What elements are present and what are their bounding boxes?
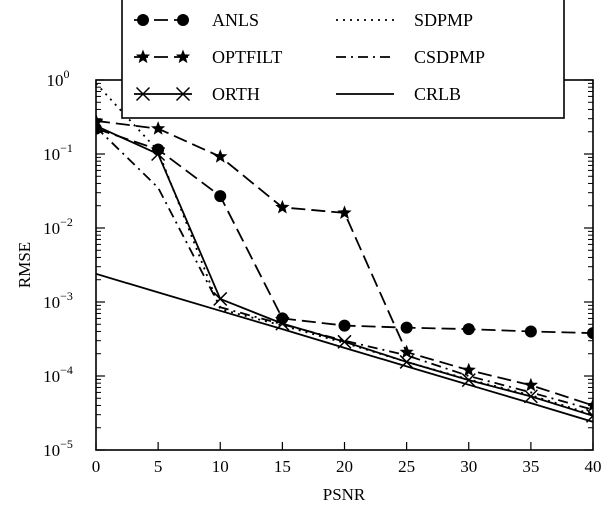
y-axis-label: RMSE <box>15 242 34 288</box>
y-tick-label-5: 100 <box>47 67 70 90</box>
point-orth-1 <box>151 146 166 162</box>
point-optfilt-6 <box>461 362 476 377</box>
point-optfilt-5 <box>399 344 414 359</box>
series-line-sdpmp <box>96 82 593 416</box>
point-optfilt-8 <box>585 397 593 412</box>
x-tick-label-3: 15 <box>274 457 291 476</box>
series-line-anls <box>96 127 593 334</box>
point-optfilt-7 <box>523 377 539 392</box>
legend: ANLS OPTFILT ORTH SDPMP CSDPMP CRLB <box>121 0 565 119</box>
x-tick-label-0: 0 <box>92 457 101 476</box>
plot-markers <box>96 113 593 423</box>
point-orth-5 <box>399 354 414 369</box>
point-orth-8 <box>585 408 593 423</box>
legend-label-orth: ORTH <box>212 84 260 104</box>
x-tick-label-4: 20 <box>336 457 353 476</box>
point-anls-1 <box>152 143 165 156</box>
series-line-orth <box>96 125 593 417</box>
legend-label-sdpmp: SDPMP <box>414 10 473 30</box>
series-line-optfilt <box>96 120 593 407</box>
x-tick-label-6: 30 <box>460 457 477 476</box>
point-anls-5 <box>400 321 413 334</box>
series-line-crlb <box>96 272 593 423</box>
x-tick-label-2: 10 <box>212 457 229 476</box>
point-optfilt-3 <box>275 199 290 214</box>
legend-marker-b-optfilt <box>175 49 191 64</box>
point-anls-4 <box>338 319 351 332</box>
point-anls-8 <box>587 327 593 340</box>
x-tick-label-5: 25 <box>398 457 415 476</box>
x-tick-label-7: 35 <box>522 457 539 476</box>
point-anls-2 <box>214 190 227 203</box>
series-line-csdpmp <box>96 126 593 411</box>
x-tick-label-1: 5 <box>154 457 163 476</box>
y-tick-label-1: 10−4 <box>43 363 73 386</box>
plot-frame <box>95 79 594 451</box>
plot-lines <box>96 82 593 423</box>
y-tick-label-0: 10−5 <box>43 437 73 460</box>
legend-label-csdpmp: CSDPMP <box>414 47 485 67</box>
legend-marker-b-anls <box>177 14 189 26</box>
y-tick-label-3: 10−2 <box>43 215 73 238</box>
legend-marker-a-orth <box>135 86 151 102</box>
point-orth-7 <box>523 389 538 404</box>
x-axis-label: PSNR <box>323 485 366 504</box>
point-optfilt-4 <box>337 205 352 219</box>
point-orth-6 <box>461 373 476 388</box>
point-orth-2 <box>213 291 228 306</box>
y-tick-label-2: 10−3 <box>43 289 73 312</box>
legend-label-anls: ANLS <box>212 10 259 30</box>
y-axis-ticks: 10−5 10−4 10−3 10−2 10−1 100 <box>43 67 593 460</box>
x-axis-ticks: 0 5 10 15 20 25 30 35 40 <box>92 80 602 476</box>
point-orth-0 <box>96 118 104 133</box>
legend-label-optfilt: OPTFILT <box>212 47 282 67</box>
legend-marker-a-optfilt <box>135 49 151 64</box>
y-tick-label-4: 10−1 <box>43 141 73 164</box>
point-optfilt-1 <box>150 121 166 135</box>
legend-label-crlb: CRLB <box>414 84 461 104</box>
point-anls-7 <box>524 325 537 338</box>
point-orth-3 <box>275 316 290 331</box>
legend-marker-a-anls <box>137 14 149 26</box>
legend-marker-b-orth <box>175 86 191 102</box>
x-tick-label-8: 40 <box>585 457 602 476</box>
point-anls-6 <box>462 323 475 336</box>
point-optfilt-2 <box>213 149 228 163</box>
point-orth-4 <box>337 334 352 349</box>
